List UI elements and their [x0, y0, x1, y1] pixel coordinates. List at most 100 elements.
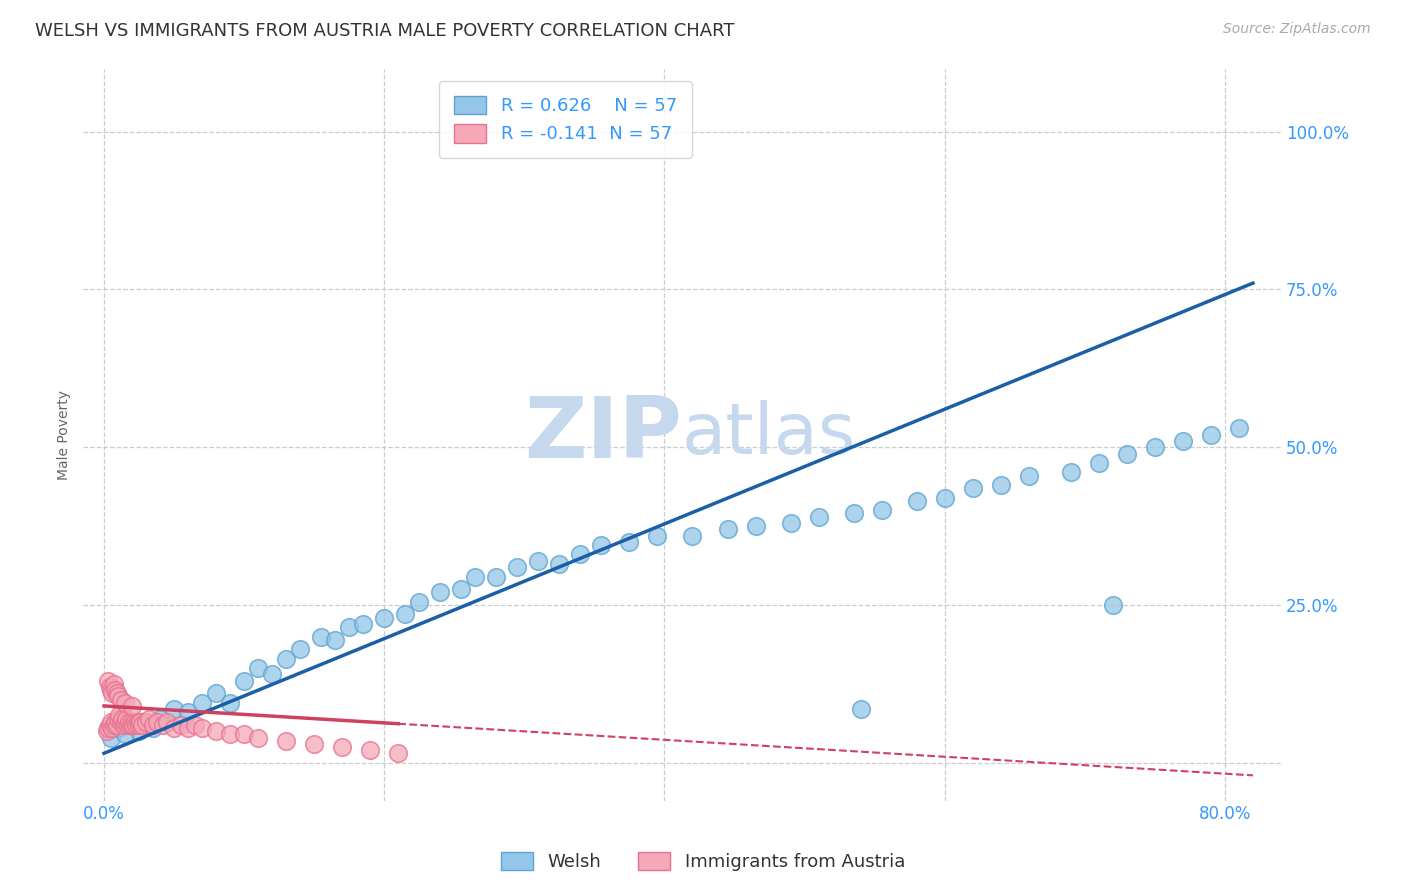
Point: [288, 642, 311, 657]
Point: [744, 519, 766, 533]
Point: [1060, 466, 1083, 480]
Point: [527, 554, 550, 568]
Point: [138, 712, 160, 726]
Point: [387, 746, 409, 760]
Point: [682, 528, 704, 542]
Point: [309, 630, 332, 644]
Point: [1115, 446, 1137, 460]
Point: [591, 538, 613, 552]
Point: [569, 548, 592, 562]
Point: [1199, 427, 1222, 442]
Point: [429, 585, 451, 599]
Point: [1018, 468, 1040, 483]
Point: [464, 569, 486, 583]
Point: [1101, 598, 1123, 612]
Point: [96, 724, 118, 739]
Point: [100, 731, 122, 745]
Point: [98, 718, 121, 732]
Point: [112, 718, 135, 732]
Point: [716, 522, 738, 536]
Point: [114, 714, 136, 729]
Point: [110, 692, 132, 706]
Text: ZIP: ZIP: [524, 393, 682, 476]
Point: [205, 686, 228, 700]
Text: atlas: atlas: [682, 401, 856, 469]
Point: [121, 714, 143, 729]
Point: [905, 493, 928, 508]
Point: [990, 478, 1012, 492]
Point: [100, 714, 122, 729]
Point: [276, 733, 298, 747]
Point: [163, 721, 186, 735]
Point: [191, 721, 214, 735]
Point: [135, 714, 157, 729]
Point: [120, 718, 142, 732]
Point: [98, 680, 121, 694]
Point: [104, 714, 127, 729]
Point: [934, 491, 956, 505]
Point: [142, 721, 165, 735]
Point: [1171, 434, 1194, 448]
Point: [128, 724, 150, 739]
Point: [170, 718, 193, 732]
Point: [131, 718, 153, 732]
Point: [1143, 440, 1166, 454]
Point: [115, 712, 138, 726]
Point: [191, 696, 214, 710]
Point: [122, 718, 145, 732]
Point: [247, 731, 270, 745]
Point: [101, 686, 124, 700]
Point: [849, 702, 872, 716]
Point: [107, 690, 129, 704]
Text: Source: ZipAtlas.com: Source: ZipAtlas.com: [1223, 22, 1371, 37]
Point: [100, 683, 122, 698]
Point: [548, 557, 571, 571]
Point: [337, 620, 360, 634]
Point: [177, 721, 200, 735]
Point: [233, 673, 256, 688]
Point: [359, 743, 381, 757]
Point: [146, 714, 169, 729]
Point: [506, 560, 529, 574]
Point: [97, 721, 120, 735]
Point: [779, 516, 801, 530]
Point: [233, 727, 256, 741]
Point: [107, 721, 129, 735]
Point: [121, 718, 143, 732]
Point: [276, 651, 298, 665]
Point: [135, 714, 157, 729]
Point: [219, 696, 242, 710]
Point: [129, 714, 152, 729]
Point: [104, 683, 127, 698]
Point: [205, 724, 228, 739]
Point: [1088, 456, 1111, 470]
Point: [114, 727, 136, 741]
Point: [807, 509, 830, 524]
Point: [121, 698, 143, 713]
Point: [128, 718, 150, 732]
Point: [110, 714, 132, 729]
Text: WELSH VS IMMIGRANTS FROM AUSTRIA MALE POVERTY CORRELATION CHART: WELSH VS IMMIGRANTS FROM AUSTRIA MALE PO…: [35, 22, 735, 40]
Point: [149, 712, 172, 726]
Point: [103, 718, 125, 732]
Point: [97, 673, 120, 688]
Legend: Welsh, Immigrants from Austria: Welsh, Immigrants from Austria: [494, 845, 912, 879]
Point: [107, 712, 129, 726]
Point: [219, 727, 242, 741]
Point: [108, 708, 131, 723]
Point: [302, 737, 325, 751]
Point: [163, 702, 186, 716]
Point: [177, 706, 200, 720]
Point: [114, 696, 136, 710]
Point: [118, 714, 141, 729]
Point: [247, 661, 270, 675]
Point: [842, 507, 865, 521]
Point: [184, 718, 207, 732]
Point: [103, 677, 125, 691]
Point: [485, 569, 508, 583]
Point: [152, 718, 174, 732]
Point: [1227, 421, 1250, 435]
Point: [619, 534, 641, 549]
Point: [408, 595, 430, 609]
Point: [105, 686, 128, 700]
